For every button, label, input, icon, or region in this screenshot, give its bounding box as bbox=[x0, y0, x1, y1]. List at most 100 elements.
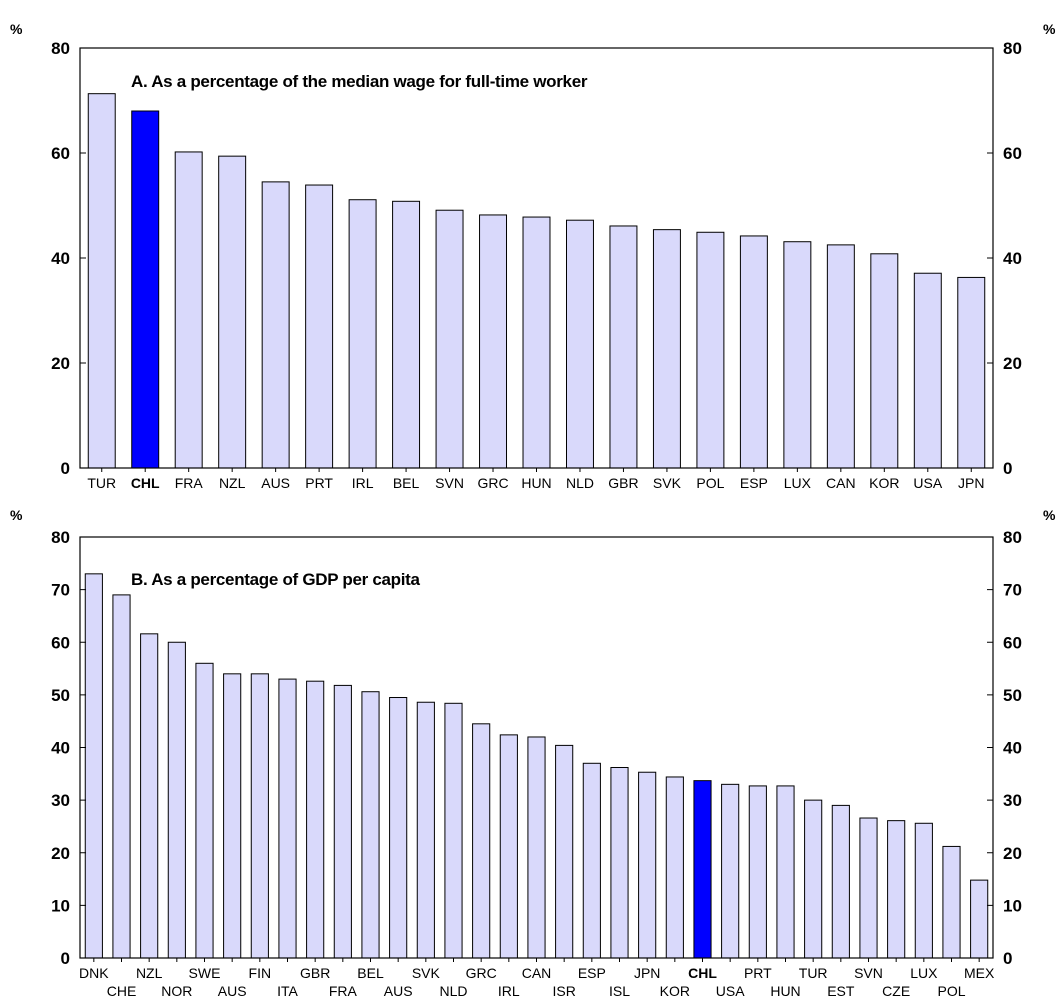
y-tick-label-right-b-0: 0 bbox=[1003, 949, 1012, 968]
category-label-a-6: IRL bbox=[352, 475, 374, 491]
bar-b-svk-12 bbox=[416, 701, 435, 959]
y-tick-label-left-b-50: 50 bbox=[51, 686, 70, 705]
y-tick-label-left-b-10: 10 bbox=[51, 896, 70, 915]
bar-b-kor-21 bbox=[665, 776, 684, 959]
bar-a-fra-2 bbox=[174, 151, 203, 469]
panel-a: TUR CHL FRA NZL AUS PRT IRL BEL SVN GRC HUN NLD GBR S… bbox=[10, 21, 1056, 491]
category-label-b-11: AUS bbox=[384, 983, 413, 999]
bar-a-usa-19 bbox=[913, 272, 942, 469]
category-label-b-0: DNK bbox=[79, 965, 109, 981]
category-label-a-15: ESP bbox=[740, 475, 768, 491]
bar-b-bel-10 bbox=[361, 691, 380, 959]
category-label-a-8: SVN bbox=[435, 475, 464, 491]
bar-b-fin-6 bbox=[250, 673, 269, 959]
y-tick-label-right-a-20: 20 bbox=[1003, 354, 1022, 373]
unit-label-right-b: % bbox=[1043, 507, 1056, 523]
panel-b: DNKCHENZLNORSWEAUSFINITAGBRFRABELAUSSVKN… bbox=[10, 507, 1056, 999]
unit-label-left-a: % bbox=[10, 21, 23, 37]
bar-b-est-27 bbox=[831, 804, 850, 959]
bar-b-pol-31 bbox=[942, 845, 961, 959]
category-label-a-9: GRC bbox=[477, 475, 508, 491]
category-label-a-19: USA bbox=[913, 475, 942, 491]
bar-a-bel-7 bbox=[392, 200, 421, 469]
bar-b-chl-22 bbox=[693, 780, 712, 959]
bar-b-che-1 bbox=[112, 594, 131, 959]
bar-b-can-16 bbox=[527, 736, 546, 959]
y-tick-label-right-a-60: 60 bbox=[1003, 144, 1022, 163]
bar-b-prt-24 bbox=[748, 785, 767, 959]
category-label-b-17: ISR bbox=[552, 983, 575, 999]
category-label-b-9: FRA bbox=[329, 983, 358, 999]
bar-a-svk-13 bbox=[652, 229, 681, 469]
bar-b-aus-11 bbox=[389, 697, 408, 959]
y-tick-label-right-b-20: 20 bbox=[1003, 844, 1022, 863]
bar-b-isl-19 bbox=[610, 767, 629, 959]
y-tick-label-left-b-80: 80 bbox=[51, 528, 70, 547]
unit-label-right-a: % bbox=[1043, 21, 1056, 37]
category-label-b-24: PRT bbox=[744, 965, 772, 981]
category-label-b-32: MEX bbox=[964, 965, 995, 981]
category-label-b-16: CAN bbox=[522, 965, 552, 981]
category-label-a-3: NZL bbox=[219, 475, 246, 491]
category-label-b-28: SVN bbox=[854, 965, 883, 981]
bar-a-grc-9 bbox=[479, 214, 508, 469]
panel-title-b: B. As a percentage of GDP per capita bbox=[131, 570, 421, 589]
y-tick-label-right-a-0: 0 bbox=[1003, 459, 1012, 478]
category-label-b-14: GRC bbox=[466, 965, 497, 981]
y-tick-label-left-a-20: 20 bbox=[51, 354, 70, 373]
category-label-b-7: ITA bbox=[277, 983, 298, 999]
bar-b-dnk-0 bbox=[84, 573, 103, 959]
bar-b-nld-13 bbox=[444, 702, 463, 959]
category-label-b-13: NLD bbox=[439, 983, 467, 999]
category-label-a-16: LUX bbox=[784, 475, 812, 491]
bar-a-esp-15 bbox=[739, 235, 768, 469]
bar-b-ita-7 bbox=[278, 678, 297, 959]
category-label-b-2: NZL bbox=[136, 965, 163, 981]
category-label-b-30: LUX bbox=[910, 965, 938, 981]
category-label-b-12: SVK bbox=[412, 965, 441, 981]
bar-b-lux-30 bbox=[914, 822, 933, 959]
y-tick-label-right-b-60: 60 bbox=[1003, 633, 1022, 652]
panel-title-a: A. As a percentage of the median wage fo… bbox=[131, 72, 588, 91]
y-tick-label-left-b-20: 20 bbox=[51, 844, 70, 863]
bar-a-aus-4 bbox=[261, 181, 290, 469]
unit-label-left-b: % bbox=[10, 507, 23, 523]
category-label-b-6: FIN bbox=[249, 965, 272, 981]
category-label-a-14: POL bbox=[696, 475, 724, 491]
category-label-a-5: PRT bbox=[305, 475, 333, 491]
bar-b-nor-3 bbox=[167, 641, 186, 959]
bar-b-isr-17 bbox=[555, 744, 574, 959]
bar-b-hun-25 bbox=[776, 785, 795, 959]
y-tick-label-left-a-0: 0 bbox=[61, 459, 70, 478]
category-label-a-10: HUN bbox=[521, 475, 551, 491]
category-label-b-15: IRL bbox=[498, 983, 520, 999]
category-label-a-1: CHL bbox=[131, 475, 160, 491]
bar-a-tur-0 bbox=[87, 93, 116, 469]
bar-b-gbr-8 bbox=[306, 680, 325, 959]
category-label-a-4: AUS bbox=[261, 475, 290, 491]
bar-a-svn-8 bbox=[435, 209, 464, 469]
y-tick-label-right-b-30: 30 bbox=[1003, 791, 1022, 810]
category-label-b-21: KOR bbox=[660, 983, 690, 999]
category-label-b-31: POL bbox=[937, 983, 965, 999]
category-label-a-12: GBR bbox=[608, 475, 638, 491]
category-label-b-3: NOR bbox=[161, 983, 192, 999]
category-label-a-13: SVK bbox=[653, 475, 682, 491]
bar-b-grc-14 bbox=[472, 723, 491, 959]
category-label-b-26: TUR bbox=[799, 965, 828, 981]
category-label-a-7: BEL bbox=[393, 475, 420, 491]
category-label-a-0: TUR bbox=[87, 475, 116, 491]
bar-b-fra-9 bbox=[333, 684, 352, 959]
bar-b-tur-26 bbox=[804, 799, 823, 959]
bar-b-usa-23 bbox=[721, 783, 740, 959]
y-tick-label-right-a-80: 80 bbox=[1003, 39, 1022, 58]
category-label-a-17: CAN bbox=[826, 475, 856, 491]
bar-b-jpn-20 bbox=[638, 771, 657, 959]
category-label-b-27: EST bbox=[827, 983, 855, 999]
bar-b-nzl-2 bbox=[140, 633, 159, 959]
category-label-b-22: CHL bbox=[688, 965, 717, 981]
category-label-a-20: JPN bbox=[958, 475, 984, 491]
y-tick-label-left-b-70: 70 bbox=[51, 581, 70, 600]
bar-a-prt-5 bbox=[305, 184, 334, 469]
